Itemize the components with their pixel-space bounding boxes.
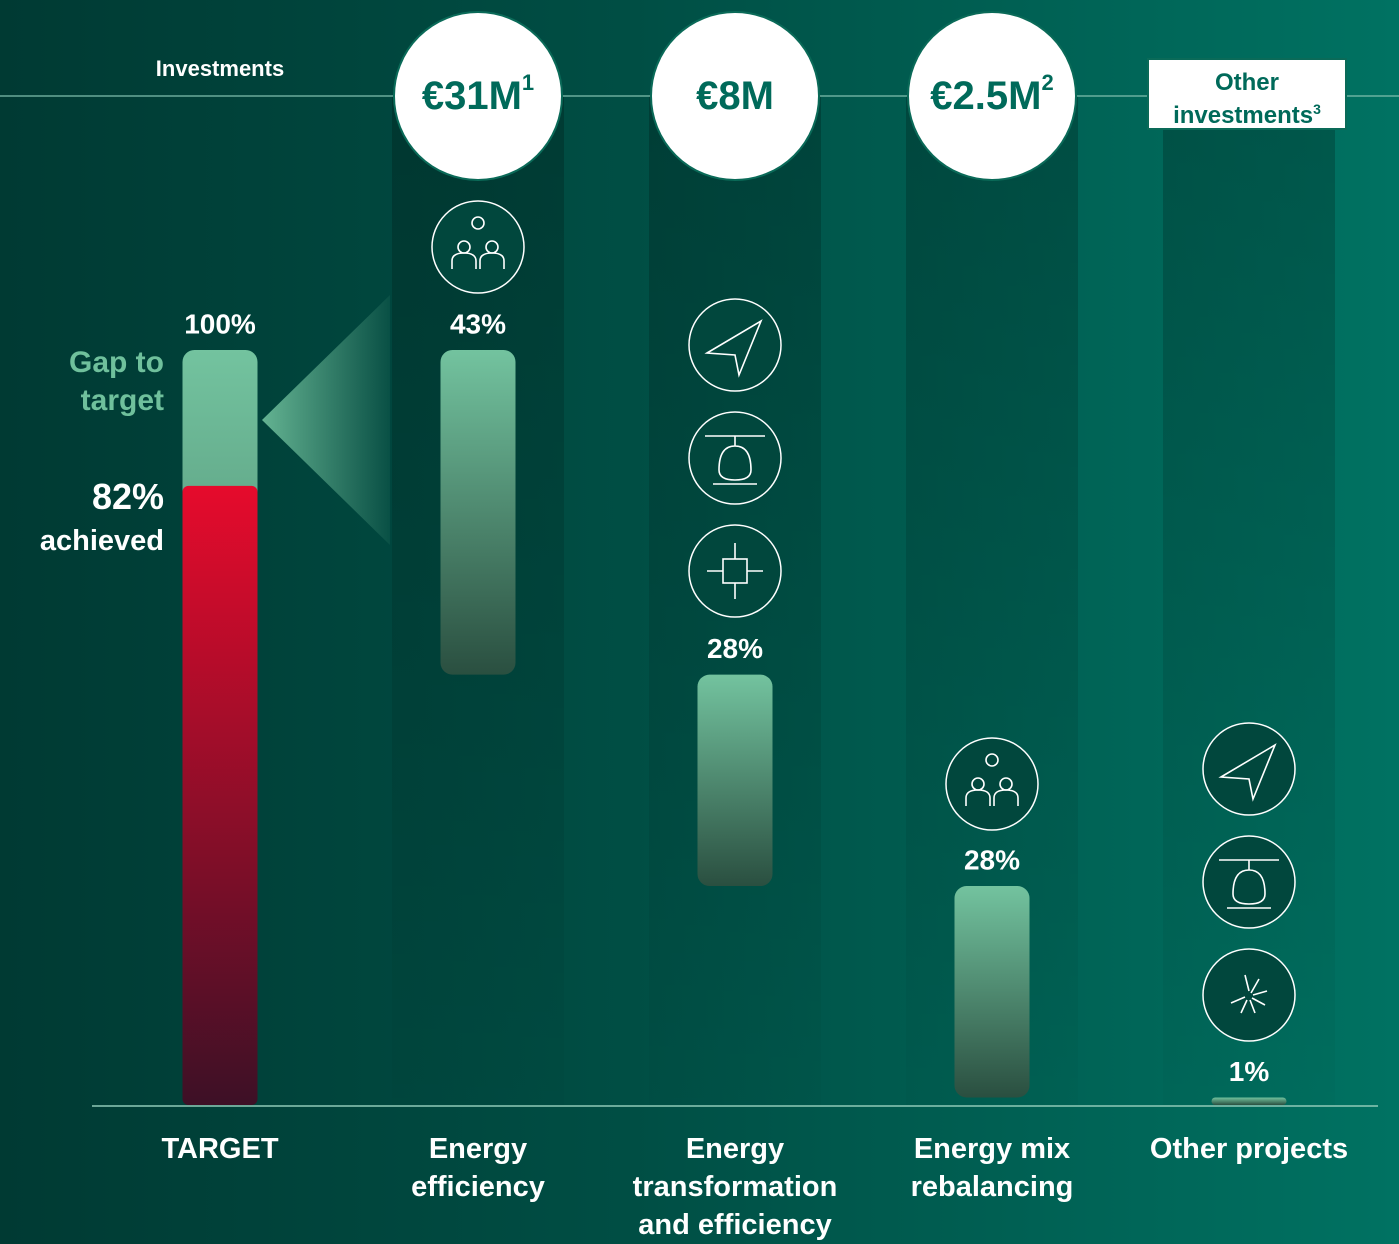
icons	[431, 200, 1296, 1042]
achieved-value: 82%	[91, 475, 164, 517]
investment-note: 2	[1041, 70, 1053, 95]
bar	[697, 674, 773, 887]
investment-circle	[393, 11, 563, 181]
investment-note: 1	[522, 70, 534, 95]
investment-label: €2.5M2	[930, 70, 1053, 118]
category-label: Other projects	[1149, 1133, 1349, 1165]
investment-label: €8M	[696, 74, 774, 118]
investment-circle	[907, 11, 1077, 181]
bar	[440, 350, 516, 675]
investment-note: 3	[1313, 101, 1321, 117]
category-label: Energy efficiency	[411, 1133, 545, 1203]
investment-amount: €8M	[696, 74, 774, 118]
gap-label: Gap to target	[69, 346, 164, 417]
investment-circle	[650, 11, 820, 181]
bar	[1211, 1097, 1287, 1105]
value-label: 28%	[707, 633, 763, 664]
investment-amount: €2.5M	[930, 74, 1041, 118]
target-label: TARGET	[161, 1133, 279, 1165]
investment-box: Other investments3	[1147, 58, 1347, 130]
gap-wedge	[262, 295, 390, 545]
category-label: Energy transformation and efficiency	[632, 1133, 838, 1241]
value-label: 28%	[964, 844, 1020, 875]
value-label: 1%	[1229, 1056, 1270, 1087]
value-label: 43%	[450, 308, 506, 339]
achieved-bar	[182, 485, 258, 1105]
investment-amount: €31M	[422, 74, 522, 118]
header: Investments	[156, 56, 284, 81]
investment-label: €31M1	[422, 70, 534, 118]
bar	[954, 886, 1030, 1098]
target-value-label: 100%	[184, 308, 256, 339]
category-label: Energy mix rebalancing	[910, 1133, 1074, 1203]
investment-label: Other investments	[1173, 69, 1314, 129]
column-band	[1163, 96, 1335, 1105]
achieved-text: achieved	[39, 524, 164, 557]
